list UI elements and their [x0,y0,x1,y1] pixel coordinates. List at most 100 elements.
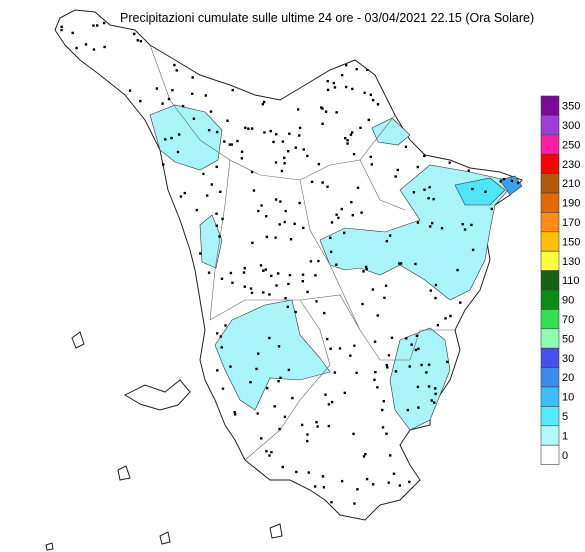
station [95,24,99,27]
station [287,282,290,286]
station [361,302,364,306]
station [431,221,434,225]
station [471,187,474,191]
station [279,200,282,203]
station [283,162,286,165]
station [221,387,225,390]
station [262,291,265,294]
station [345,64,348,67]
station [257,209,260,213]
station [281,465,284,469]
station [255,367,258,371]
station [306,439,309,443]
station [335,263,338,266]
station [371,98,375,102]
station [387,481,390,484]
station [170,136,173,140]
station [268,293,271,296]
legend-swatch [540,425,560,446]
station [229,271,233,275]
station [367,118,371,122]
legend-label: 110 [562,275,580,287]
station [298,201,301,205]
legend-swatch [540,289,560,310]
station [374,370,377,374]
station [340,479,344,483]
station [274,236,277,239]
station [459,301,462,304]
station [234,413,237,416]
station [470,223,473,227]
station [92,24,95,27]
station [209,110,213,113]
station [273,405,276,408]
station [231,281,234,284]
station [161,102,164,105]
station [306,433,309,436]
legend-swatch [540,270,560,291]
station [417,406,420,409]
station [376,314,379,317]
station [329,236,332,239]
station [344,136,347,140]
station [306,290,309,294]
station [228,143,232,146]
station [399,262,403,265]
station [416,385,420,389]
station [364,265,368,269]
station [369,93,373,96]
legend-swatch [540,192,560,213]
station [373,378,376,381]
station [425,371,428,374]
station [92,48,96,51]
station [490,207,494,211]
legend-label: 5 [562,411,568,423]
station [286,305,289,309]
station [351,213,354,217]
station [321,107,324,110]
station [102,21,106,25]
station [382,400,385,403]
station [355,371,358,375]
station [260,204,263,207]
station [376,386,379,389]
station [321,475,325,478]
station [215,224,218,227]
station [221,217,224,221]
station [384,284,388,287]
station [356,488,359,491]
rain-area [499,175,523,196]
legend-swatch [540,250,560,271]
station [408,365,411,368]
island [45,542,54,551]
station [265,450,268,453]
station [330,221,334,224]
station [265,386,269,390]
station [371,288,375,291]
station [262,269,265,272]
station [173,63,176,67]
station [84,43,88,46]
rain-area [199,214,223,269]
station [309,260,313,263]
legend-label: 350 [562,101,580,113]
station [190,92,194,95]
station [346,142,349,145]
legend: 3503002502302101901701501301109070503020… [540,95,580,465]
station [315,421,318,424]
station [448,161,451,164]
station [179,195,183,198]
legend-swatch [540,309,560,330]
station [329,347,332,350]
station [352,152,356,156]
stations [60,21,520,505]
station [265,214,268,218]
station [272,140,275,144]
station [229,365,232,368]
station [269,129,272,133]
station [332,81,336,85]
station [207,128,211,132]
station [283,415,287,419]
station [329,250,333,254]
station [236,139,239,143]
